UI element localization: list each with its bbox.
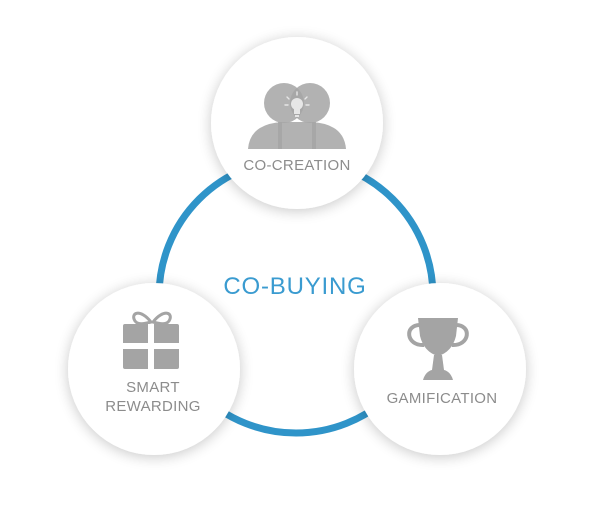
node-smart-rewarding: SMART REWARDING bbox=[68, 283, 240, 455]
node-gamification-label: GAMIFICATION bbox=[387, 390, 498, 407]
node-smart-rewarding-label-line-2: REWARDING bbox=[105, 398, 200, 415]
gift-icon bbox=[123, 311, 179, 369]
node-co-creation: CO-CREATION bbox=[211, 37, 383, 209]
node-smart-rewarding-label-line-1: SMART bbox=[126, 379, 180, 396]
node-co-creation-label: CO-CREATION bbox=[243, 157, 350, 174]
center-label: CO-BUYING bbox=[223, 273, 366, 300]
trophy-icon bbox=[407, 318, 469, 380]
people-lightbulb-icon bbox=[248, 83, 346, 149]
node-gamification: GAMIFICATION bbox=[354, 283, 526, 455]
